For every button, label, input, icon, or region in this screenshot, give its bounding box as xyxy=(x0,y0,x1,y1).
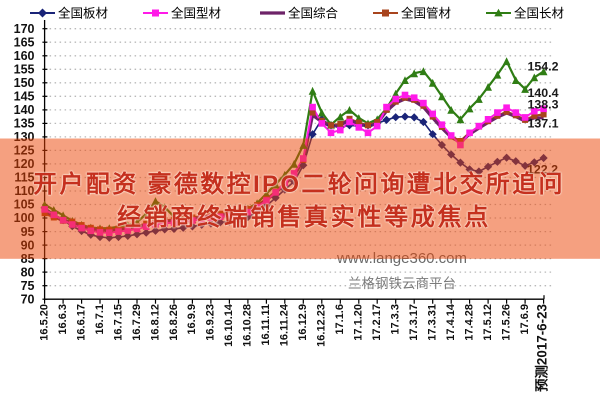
svg-text:16.11.24: 16.11.24 xyxy=(279,303,291,346)
svg-text:80: 80 xyxy=(21,265,35,279)
svg-text:135: 135 xyxy=(14,117,35,131)
svg-text:160: 160 xyxy=(14,49,35,63)
svg-text:全国管材: 全国管材 xyxy=(401,6,451,21)
svg-text:140.4: 140.4 xyxy=(528,86,559,100)
svg-text:17.5.26: 17.5.26 xyxy=(500,304,512,341)
svg-text:16.8.26: 16.8.26 xyxy=(168,304,180,341)
svg-text:75: 75 xyxy=(21,279,35,293)
svg-text:138.3: 138.3 xyxy=(528,98,559,112)
svg-text:16.10.28: 16.10.28 xyxy=(242,304,254,347)
svg-text:170: 170 xyxy=(14,22,35,36)
svg-text:155: 155 xyxy=(14,63,35,77)
svg-text:预测2017-6-23: 预测2017-6-23 xyxy=(533,304,549,392)
svg-text:145: 145 xyxy=(14,90,35,104)
svg-text:17.5.12: 17.5.12 xyxy=(482,304,494,341)
svg-text:全国综合: 全国综合 xyxy=(288,6,339,21)
svg-text:17.1.20: 17.1.20 xyxy=(353,304,365,341)
svg-text:16.9.23: 16.9.23 xyxy=(205,304,217,341)
svg-text:17.2.17: 17.2.17 xyxy=(371,304,383,341)
svg-text:17.3.31: 17.3.31 xyxy=(427,304,439,341)
svg-text:140: 140 xyxy=(14,103,35,117)
svg-text:17.6.9: 17.6.9 xyxy=(519,304,531,335)
svg-text:16.5.20: 16.5.20 xyxy=(38,304,50,341)
svg-text:16.8.12: 16.8.12 xyxy=(149,304,161,341)
svg-text:17.3.3: 17.3.3 xyxy=(390,304,402,335)
svg-text:150: 150 xyxy=(14,76,35,90)
svg-text:全国长材: 全国长材 xyxy=(514,6,564,21)
svg-text:16.6.3: 16.6.3 xyxy=(57,304,69,335)
svg-text:17.1.6: 17.1.6 xyxy=(334,304,346,335)
svg-text:16.7.29: 16.7.29 xyxy=(131,304,143,341)
svg-text:17.3.17: 17.3.17 xyxy=(408,304,420,341)
svg-text:165: 165 xyxy=(14,35,35,49)
svg-text:17.4.28: 17.4.28 xyxy=(463,304,475,341)
svg-text:16.11.11: 16.11.11 xyxy=(260,304,272,346)
svg-text:70: 70 xyxy=(21,292,35,306)
svg-text:全国板材: 全国板材 xyxy=(58,6,108,21)
svg-text:16.9.9: 16.9.9 xyxy=(186,304,198,335)
svg-text:137.1: 137.1 xyxy=(528,117,559,131)
svg-text:16.7.1: 16.7.1 xyxy=(94,304,106,335)
svg-text:全国型材: 全国型材 xyxy=(171,6,221,21)
svg-text:17.4.14: 17.4.14 xyxy=(445,303,457,341)
svg-text:16.12.9: 16.12.9 xyxy=(297,304,309,341)
svg-text:兰格钢铁云商平台: 兰格钢铁云商平台 xyxy=(348,276,456,291)
svg-text:16.6.17: 16.6.17 xyxy=(75,304,87,341)
svg-text:154.2: 154.2 xyxy=(528,60,559,74)
svg-text:16.10.14: 16.10.14 xyxy=(223,303,235,347)
svg-text:16.12.23: 16.12.23 xyxy=(316,304,328,347)
svg-text:16.7.15: 16.7.15 xyxy=(112,304,124,341)
